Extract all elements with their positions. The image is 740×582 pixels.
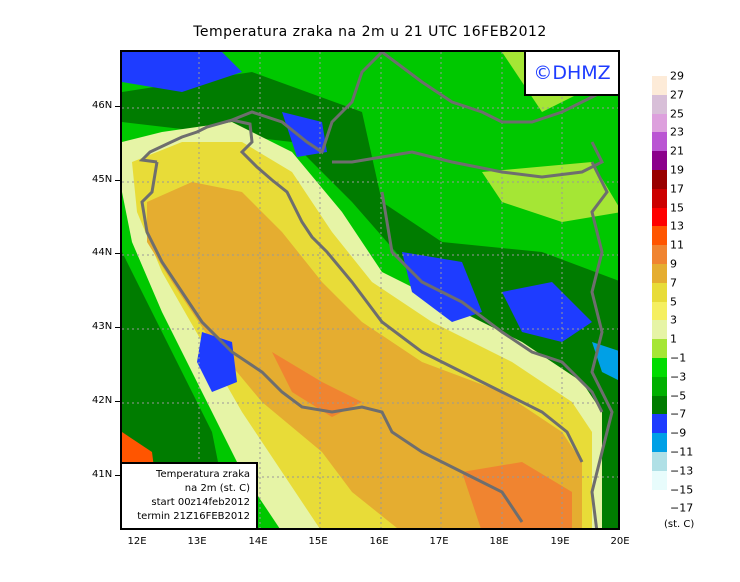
legend-swatch <box>652 395 667 415</box>
legend-label: 17 <box>670 182 684 196</box>
info-box: Temperatura zraka na 2m (st. C) start 00… <box>122 462 258 528</box>
info-line: Temperatura zraka <box>156 469 250 480</box>
legend-swatch <box>652 113 667 133</box>
legend-label: 21 <box>670 144 684 158</box>
legend-label: 7 <box>670 276 677 290</box>
y-tick-label: 44N <box>92 247 113 258</box>
legend-label: −15 <box>670 483 694 497</box>
legend-label: 27 <box>670 88 684 102</box>
sea-orange <box>147 182 582 528</box>
y-tick-label: 45N <box>92 174 113 185</box>
info-line: na 2m (st. C) <box>184 483 250 494</box>
legend-label: 23 <box>670 125 684 139</box>
y-tick-label: 41N <box>92 469 113 480</box>
legend-label: 25 <box>670 107 684 121</box>
legend-label: 29 <box>670 69 684 83</box>
x-tick-label: 12E <box>127 536 147 547</box>
x-tick-label: 13E <box>187 536 207 547</box>
temperature-map: ©DHMZ Temperatura zraka na 2m (st. C) st… <box>120 50 620 530</box>
x-tick-label: 16E <box>369 536 389 547</box>
legend-label: −1 <box>670 351 687 365</box>
legend-label: 19 <box>670 163 684 177</box>
legend-swatch <box>652 94 667 115</box>
x-tick-label: 17E <box>429 536 449 547</box>
legend-swatch <box>652 320 667 340</box>
x-tick-label: 15E <box>308 536 328 547</box>
info-line: termin 21Z16FEB2012 <box>137 511 250 522</box>
legend-label: 1 <box>670 332 677 346</box>
legend-label: 11 <box>670 238 684 252</box>
legend-swatch <box>652 339 667 359</box>
legend-label: 5 <box>670 295 677 309</box>
temperature-field <box>122 52 618 528</box>
legend-swatch <box>652 188 667 209</box>
legend-unit: (st. C) <box>664 519 695 530</box>
x-tick-label: 19E <box>550 536 570 547</box>
x-tick-label: 20E <box>610 536 630 547</box>
legend-swatch <box>652 76 667 96</box>
legend-swatch <box>652 170 667 190</box>
legend-label: 3 <box>670 313 677 327</box>
cold-blue-patch <box>122 52 242 92</box>
legend-swatch <box>652 282 667 303</box>
legend-swatch <box>652 207 667 227</box>
legend-swatch <box>652 132 667 152</box>
x-tick-label: 18E <box>489 536 509 547</box>
legend-label: −7 <box>670 407 687 421</box>
legend-swatch <box>652 358 667 378</box>
legend-label: −17 <box>670 501 694 515</box>
legend-swatch <box>652 245 667 265</box>
legend-label: 9 <box>670 257 677 271</box>
legend-label: 13 <box>670 219 684 233</box>
legend-label: −11 <box>670 445 694 459</box>
legend-swatch <box>652 414 667 434</box>
y-tick-label: 42N <box>92 395 113 406</box>
legend-swatch <box>652 433 667 453</box>
info-line: start 00z14feb2012 <box>151 497 250 508</box>
legend-swatch <box>652 226 667 246</box>
y-tick-label: 46N <box>92 100 113 111</box>
dhmz-copyright-logo: ©DHMZ <box>524 52 618 96</box>
legend-label: −3 <box>670 370 687 384</box>
y-tick-label: 43N <box>92 321 113 332</box>
legend-label: −9 <box>670 426 687 440</box>
x-tick-label: 14E <box>248 536 268 547</box>
legend-swatch <box>652 301 667 321</box>
legend-label: 15 <box>670 201 684 215</box>
legend-swatch <box>652 376 667 397</box>
legend-swatch <box>652 264 667 284</box>
legend-label: −5 <box>670 389 687 403</box>
coastlines-borders <box>138 52 618 528</box>
legend-swatch <box>652 452 667 472</box>
map-title: Temperatura zraka na 2m u 21 UTC 16FEB20… <box>193 24 547 40</box>
legend-swatch <box>652 470 667 491</box>
legend-swatch <box>652 151 667 171</box>
legend-label: −13 <box>670 464 694 478</box>
